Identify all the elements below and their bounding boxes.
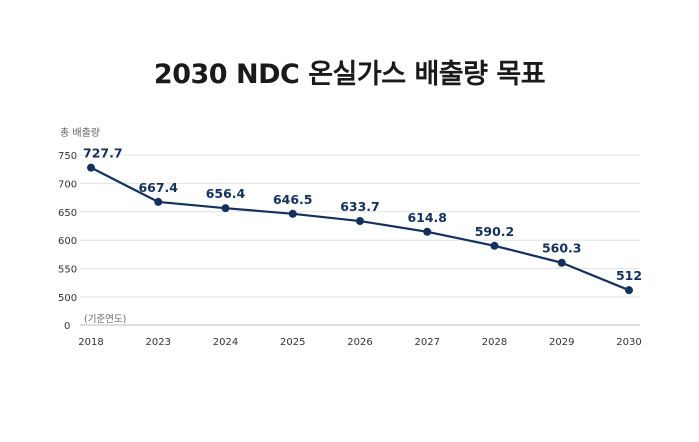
y-tick-labels: 750 700 650 600 550 500 0 xyxy=(58,151,77,332)
y-axis-label: 총 배출량 xyxy=(60,127,100,139)
x-tick-label: 2024 xyxy=(213,337,238,348)
y-tick-label: 750 xyxy=(58,151,77,162)
data-point xyxy=(221,204,230,213)
x-tick-label: 2023 xyxy=(146,337,171,348)
y-tick-label: 500 xyxy=(58,293,77,304)
data-point xyxy=(490,241,499,250)
data-label: 590.2 xyxy=(475,224,515,239)
x-tick-label: 2030 xyxy=(616,337,641,348)
x-tick-label: 2025 xyxy=(280,337,305,348)
x-tick-label: 2029 xyxy=(549,337,574,348)
data-labels: 727.7 667.4 656.4 646.5 633.7 614.8 590.2 560.3… xyxy=(83,146,642,284)
x-tick-label: 2018 xyxy=(78,337,103,348)
data-label: 512 xyxy=(616,268,642,283)
base-year-note: (기준연도) xyxy=(84,314,126,325)
data-label: 656.4 xyxy=(206,186,246,201)
data-point xyxy=(557,258,566,267)
data-label: 667.4 xyxy=(138,180,178,195)
y-tick-label: 550 xyxy=(58,265,77,276)
x-tick-label: 2026 xyxy=(347,337,372,348)
data-label: 646.5 xyxy=(273,192,313,207)
grid-lines xyxy=(80,154,640,326)
x-tick-labels: 2018 2023 2024 2025 2026 2027 2028 2029 2030 xyxy=(78,337,641,348)
chart-title: 2030 NDC 온실가스 배출량 목표 xyxy=(153,59,546,90)
data-point xyxy=(625,286,633,295)
y-tick-label: 700 xyxy=(58,179,77,190)
y-tick-label: 0 xyxy=(64,321,70,332)
data-point xyxy=(154,197,163,206)
y-tick-label: 650 xyxy=(58,208,77,219)
data-label: 614.8 xyxy=(407,210,447,225)
data-point xyxy=(87,163,95,172)
data-point xyxy=(288,209,297,218)
data-label: 727.7 xyxy=(83,146,123,161)
data-point xyxy=(356,217,364,226)
data-points xyxy=(87,163,633,295)
data-point xyxy=(423,227,432,236)
x-tick-label: 2028 xyxy=(482,337,507,348)
data-label: 633.7 xyxy=(340,199,380,214)
data-label: 560.3 xyxy=(542,241,582,256)
y-tick-label: 600 xyxy=(58,236,77,247)
x-tick-label: 2027 xyxy=(415,337,440,348)
